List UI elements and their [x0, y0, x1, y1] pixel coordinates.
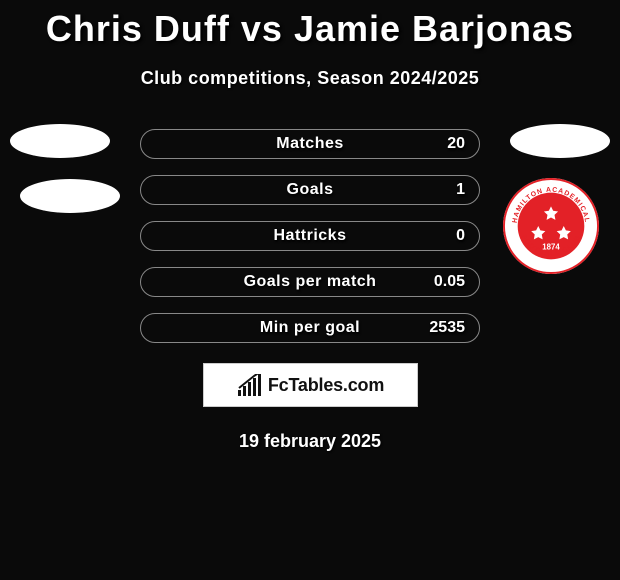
stat-value-right: 1 — [456, 181, 465, 199]
stat-label: Goals — [287, 181, 334, 199]
stat-value-right: 2535 — [429, 319, 465, 337]
stat-label: Matches — [276, 135, 344, 153]
stat-row-goals-per-match: Goals per match 0.05 — [140, 267, 480, 297]
club-crest-icon: HAMILTON ACADEMICAL FOOTBALL CLUB 1874 — [502, 177, 600, 275]
subtitle: Club competitions, Season 2024/2025 — [0, 68, 620, 89]
page-title: Chris Duff vs Jamie Barjonas — [0, 0, 620, 50]
stat-row-hattricks: Hattricks 0 — [140, 221, 480, 251]
team-badge-left-2 — [20, 179, 120, 213]
stat-rows: Matches 20 Goals 1 Hattricks 0 Goals per… — [140, 129, 480, 343]
stat-row-min-per-goal: Min per goal 2535 — [140, 313, 480, 343]
stat-label: Hattricks — [274, 227, 347, 245]
brand-text: FcTables.com — [268, 375, 384, 396]
stat-value-right: 0 — [456, 227, 465, 245]
stat-label: Min per goal — [260, 319, 360, 337]
team-badge-left-1 — [10, 124, 110, 158]
svg-text:1874: 1874 — [542, 243, 560, 252]
stat-row-goals: Goals 1 — [140, 175, 480, 205]
chart-icon — [236, 374, 262, 396]
team-badge-right-blank — [510, 124, 610, 158]
brand-box[interactable]: FcTables.com — [203, 363, 418, 407]
date-text: 19 february 2025 — [0, 431, 620, 452]
stat-label: Goals per match — [244, 273, 377, 291]
team-badge-right: HAMILTON ACADEMICAL FOOTBALL CLUB 1874 — [502, 177, 600, 275]
stat-row-matches: Matches 20 — [140, 129, 480, 159]
stats-block: HAMILTON ACADEMICAL FOOTBALL CLUB 1874 M… — [0, 129, 620, 452]
stat-value-right: 0.05 — [434, 273, 465, 291]
stat-value-right: 20 — [447, 135, 465, 153]
